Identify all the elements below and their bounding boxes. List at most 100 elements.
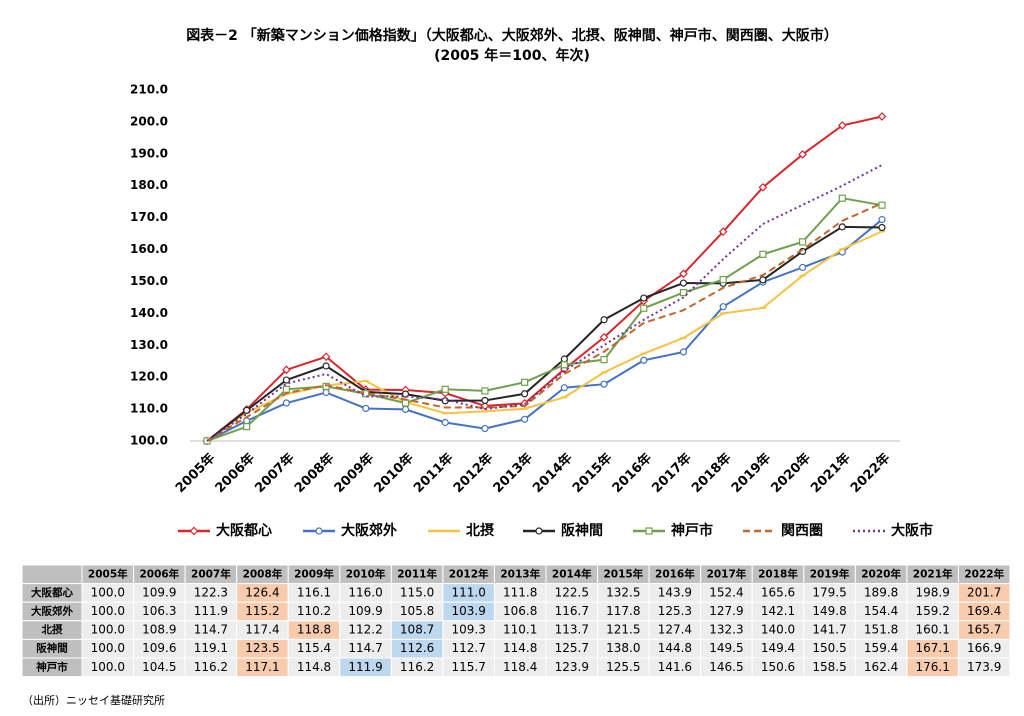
marker [600, 380, 608, 388]
table-cell-text: 151.8 [864, 623, 898, 637]
marker [878, 215, 886, 224]
table-cell-text: 201.7 [967, 585, 1001, 599]
marker [321, 352, 331, 362]
x-tick-label: 2017年 [649, 450, 695, 496]
table-cell-text: 109.9 [142, 585, 176, 599]
marker [315, 527, 323, 535]
y-tick-label: 170.0 [130, 210, 168, 224]
table-cell-text: 111.9 [348, 660, 382, 674]
marker [560, 384, 568, 392]
table-cell-text: 143.9 [658, 585, 692, 599]
table-cell-text: 122.5 [555, 585, 589, 599]
y-tick-label: 110.0 [130, 402, 168, 416]
marker [645, 527, 653, 535]
x-tick-label: 2016年 [609, 450, 655, 496]
marker [322, 362, 330, 370]
table-cell-text: 127.4 [658, 623, 692, 637]
table-cell-text: 112.7 [451, 641, 485, 655]
table-header: 2007年 [191, 567, 231, 580]
marker [189, 526, 199, 536]
marker [759, 276, 767, 284]
marker [560, 361, 568, 369]
marker [401, 399, 410, 407]
table-header: 2014年 [552, 567, 592, 580]
table-cell-text: 111.8 [503, 585, 537, 599]
table-cell-text: 152.4 [709, 585, 743, 599]
series-line [206, 202, 883, 442]
y-tick-label: 180.0 [130, 178, 168, 192]
marker [521, 415, 529, 423]
marker [679, 348, 688, 356]
table-cell-text: 116.2 [194, 660, 228, 674]
marker [401, 405, 410, 414]
y-tick-label: 100.0 [130, 434, 168, 448]
x-tick-label: 2006年 [212, 450, 258, 496]
table-cell-text: 141.7 [812, 623, 846, 637]
marker [521, 378, 529, 386]
y-tick-label: 140.0 [130, 306, 168, 320]
table-header: 2017年 [707, 567, 747, 580]
marker [719, 303, 727, 311]
marker [535, 527, 543, 535]
x-tick-label: 2020年 [768, 450, 814, 496]
marker [718, 227, 728, 237]
marker [877, 112, 887, 121]
table-cell-text: 100.0 [91, 604, 125, 618]
y-tick-label: 190.0 [130, 146, 168, 160]
table-cell-text: 116.7 [555, 604, 589, 618]
marker [362, 404, 370, 413]
x-tick-label: 2009年 [331, 450, 377, 496]
table-cell-text: 100.0 [91, 641, 125, 655]
legend-label: 神戸市 [671, 522, 713, 539]
table-cell-text: 114.8 [503, 641, 537, 655]
table-cell-text: 117.4 [245, 623, 279, 637]
x-tick-label: 2013年 [490, 450, 536, 496]
table-corner [21, 564, 83, 585]
table-cell-text: 112.2 [348, 623, 382, 637]
marker [838, 194, 846, 202]
table-cell-text: 160.1 [915, 623, 949, 637]
table-cell-text: 115.0 [400, 585, 434, 599]
marker [480, 401, 490, 411]
x-tick-label: 2015年 [569, 450, 615, 496]
table-cell-text: 179.5 [812, 585, 846, 599]
marker [243, 423, 251, 431]
table-header: 2015年 [603, 567, 643, 580]
marker [798, 238, 807, 246]
table-row-label: 北摂 [42, 623, 63, 636]
marker [878, 223, 886, 232]
table-cell-text: 158.5 [812, 660, 846, 674]
table-cell-text: 173.9 [967, 660, 1001, 674]
table-cell-text: 167.1 [915, 641, 949, 655]
table-cell-text: 118.8 [297, 623, 331, 637]
table-cell-text: 126.4 [245, 585, 279, 599]
table-cell-text: 119.1 [194, 641, 228, 655]
x-tick-label: 2018年 [688, 450, 734, 496]
marker [560, 355, 568, 363]
series-line [206, 225, 883, 442]
table-cell-text: 146.5 [709, 660, 743, 674]
marker [838, 223, 846, 231]
table-cell-text: 127.9 [709, 604, 743, 618]
table-cell-text: 125.3 [658, 604, 692, 618]
marker [679, 269, 688, 279]
table-cell-text: 114.8 [297, 660, 331, 674]
x-tick-label: 2021年 [808, 450, 854, 496]
marker [282, 376, 291, 384]
table-row-label: 神戸市 [36, 660, 68, 673]
marker [600, 316, 608, 324]
legend-label: 大阪都心 [216, 522, 272, 539]
marker [282, 365, 291, 375]
marker [441, 385, 449, 393]
marker [758, 182, 768, 192]
table-cell-text: 115.2 [245, 604, 279, 618]
table-cell-text: 105.8 [400, 604, 434, 618]
marker [640, 356, 648, 364]
legend-label: 大阪市 [891, 522, 933, 539]
table-cell-text: 198.9 [915, 585, 949, 599]
y-tick-label: 130.0 [130, 338, 168, 352]
source-note: （出所）ニッセイ基礎研究所 [22, 693, 165, 707]
table-header: 2018年 [758, 567, 798, 580]
table-cell-text: 117.1 [245, 660, 279, 674]
